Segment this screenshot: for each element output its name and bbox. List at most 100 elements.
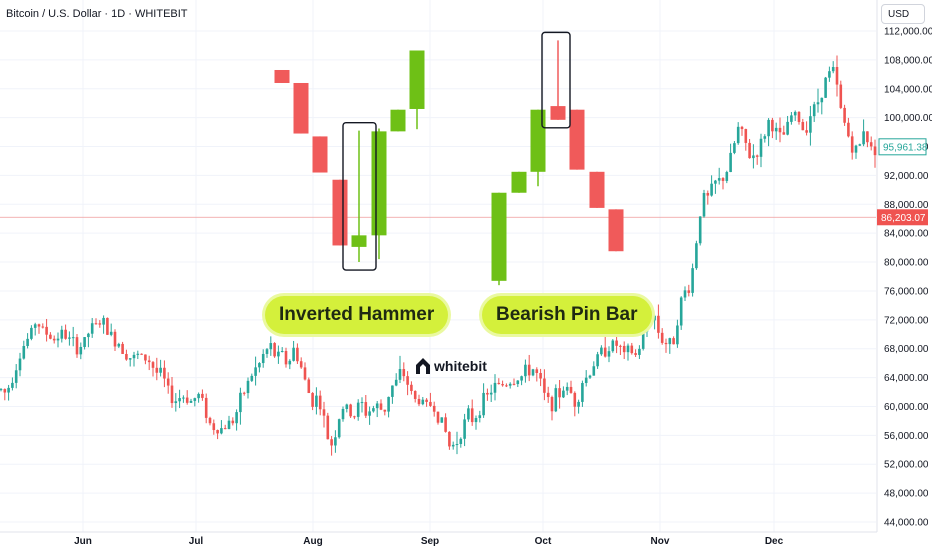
price-candle-body [714,180,717,184]
pattern-highlight-box [342,121,377,271]
price-candle-body [402,369,406,377]
price-candle-body [94,323,98,325]
price-candle-body [824,77,827,98]
price-candle-body [778,127,782,133]
price-candle-body [197,393,200,399]
price-candle-body [322,409,326,416]
price-candle-body [387,396,390,412]
time-axis[interactable]: Jun Jul Aug Sep Oct Nov Dec [0,531,877,547]
price-candle-body [235,412,238,424]
y-tick-label: 68,000.00 [884,344,929,355]
price-candle-body [558,388,561,398]
price-candle-body [657,315,660,333]
price-candle-body [569,386,573,393]
price-candle-body [812,104,816,117]
price-candle-body [410,384,413,391]
bearish-pin-bar-label: Bearish Pin Bar [482,296,652,334]
price-candle-body [630,345,634,354]
price-candle-body [527,364,531,376]
price-candle-body [288,360,292,365]
price-candle-body [584,377,588,384]
inverted-hammer-label: Inverted Hammer [265,296,449,334]
price-candle-body [512,383,516,385]
price-candle-body [607,351,611,357]
price-candle-body [318,395,322,410]
price-candle-body [144,354,147,361]
price-candle-body [797,111,801,123]
price-candle-body [132,354,136,359]
price-candle-body [315,395,318,407]
grid-lines [0,0,876,532]
price-candle-body [873,146,877,156]
price-candle-body [725,172,729,181]
currency-button[interactable]: USD [881,4,925,24]
y-tick-label: 64,000.00 [884,373,929,384]
price-candle-body [379,403,383,410]
price-candle-body [201,393,204,398]
price-candle-body [113,331,117,347]
callout-candle-body [608,209,624,252]
price-candle-body [68,337,71,339]
price-candle-body [292,347,295,361]
price-candle-body [178,398,181,402]
price-candle-body [383,409,387,412]
price-candle-body [14,370,18,383]
price-candle-body [759,138,763,157]
callout-candle-body [274,69,290,83]
price-candle-body [417,398,421,405]
callout-candle-body [511,171,527,193]
price-candle-body [736,126,740,144]
price-candle-body [843,107,846,123]
price-candle-body [638,348,641,355]
callout-candle-body [351,235,367,247]
price-candle-body [0,389,3,391]
price-candle-body [56,338,60,341]
price-candle-body [516,380,520,385]
price-candle-body [136,353,140,355]
price-candle-body [261,353,265,364]
price-axis[interactable]: 112,000.00 108,000.00 104,000.00 100,000.00… [876,0,932,532]
price-candle-body [786,121,789,135]
price-candle-body [493,382,497,393]
price-candle-body [311,393,314,407]
price-candle-body [755,155,759,157]
price-candle-body [793,111,797,116]
price-candle-body [687,290,691,293]
x-tick-label: Sep [421,536,439,547]
price-candle-body [429,401,432,406]
price-candle-body [440,417,444,423]
price-candle-body [744,129,748,143]
price-candle-body [41,326,45,328]
price-candle-body [341,408,345,420]
price-candle-body [155,367,159,373]
price-candle-body [459,438,463,444]
price-candle-body [869,142,873,147]
price-candle-body [79,346,83,355]
price-candle-body [683,290,687,298]
y-tick-label: 44,000.00 [884,518,929,529]
y-tick-label: 84,000.00 [884,229,929,240]
price-candle-body [478,415,482,419]
price-candle-body [581,383,584,402]
price-candle-body [159,367,162,373]
price-candle-body [273,343,276,357]
price-candle-body [330,439,333,446]
price-candle-body [193,398,197,401]
price-candle-body [7,387,10,393]
price-candle-body [489,392,493,395]
price-candle-body [49,334,52,339]
price-candle-body [128,358,132,360]
callout-candle-body [312,136,328,173]
pattern-highlight-boxes [342,31,571,271]
price-candle-body [436,411,440,423]
price-candle-body [121,343,124,354]
price-candle-body [835,67,839,85]
price-candle-body [189,400,193,403]
price-candle-body [22,346,26,359]
x-tick-label: Jun [74,536,92,547]
callout-candle-body [550,106,566,120]
price-candle-body [508,383,512,386]
price-candle-body [296,347,299,362]
